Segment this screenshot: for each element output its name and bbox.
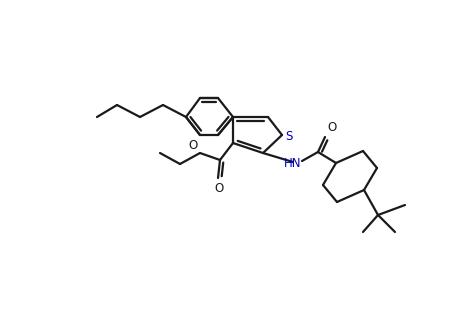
Text: HN: HN xyxy=(284,156,302,170)
Text: O: O xyxy=(214,182,224,195)
Text: O: O xyxy=(189,139,198,152)
Text: S: S xyxy=(285,130,292,142)
Text: O: O xyxy=(327,121,336,134)
